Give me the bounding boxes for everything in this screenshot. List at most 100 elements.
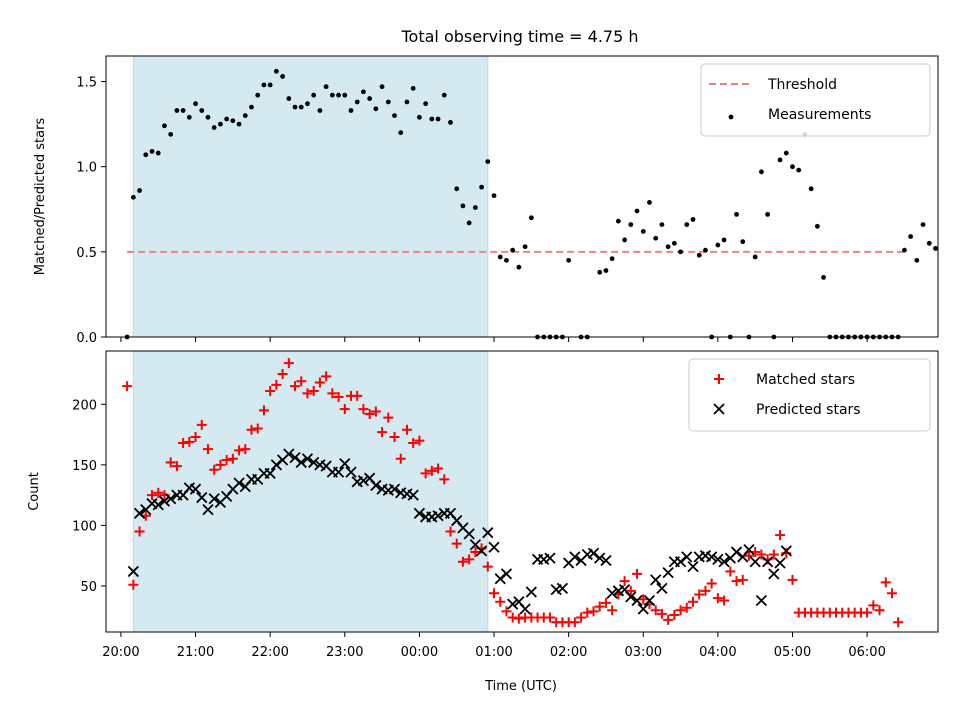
measurement-point — [367, 96, 373, 101]
predicted-point — [283, 448, 295, 460]
matched-point — [457, 556, 468, 567]
predicted-point — [768, 568, 780, 580]
measurement-point — [479, 184, 484, 190]
measurement-point — [703, 247, 708, 253]
matched-point — [433, 463, 444, 474]
measurement-point — [242, 113, 248, 119]
matched-point — [209, 464, 220, 475]
predicted-point — [761, 556, 774, 568]
matched-point — [588, 606, 599, 617]
measurement-point — [193, 101, 198, 107]
measurement-point — [205, 114, 211, 120]
matched-point — [893, 617, 904, 628]
matched-point — [190, 431, 201, 442]
matched-point — [370, 406, 381, 417]
y-tick-label: 0.5 — [76, 246, 97, 261]
predicted-point — [165, 493, 177, 505]
matched-point — [675, 605, 686, 616]
predicted-point — [525, 586, 537, 598]
predicted-point — [587, 547, 600, 559]
measurement-point — [466, 220, 472, 226]
matched-point — [202, 444, 213, 455]
measurement-point — [448, 120, 453, 125]
predicted-point — [413, 507, 426, 519]
matched-point — [364, 408, 375, 419]
matched-point — [414, 435, 425, 446]
measurement-point — [373, 106, 379, 112]
y-tick-label: 50 — [80, 580, 97, 595]
y-axis-label: Matched/Predicted stars — [33, 118, 48, 276]
matched-point — [756, 549, 767, 560]
predicted-point — [339, 458, 351, 470]
matched-point — [153, 487, 164, 498]
matched-point — [656, 608, 667, 619]
measurement-point — [628, 222, 634, 228]
matched-point — [576, 612, 587, 623]
matched-point — [265, 385, 276, 396]
measurement-point — [510, 247, 516, 253]
predicted-point — [662, 567, 674, 579]
predicted-point — [656, 582, 668, 595]
measurement-point — [155, 150, 161, 156]
matched-point — [302, 388, 313, 399]
matched-point — [787, 574, 798, 585]
matched-point — [681, 602, 692, 613]
measurement-point — [491, 193, 497, 199]
predicted-point — [295, 456, 307, 469]
matched-point — [321, 371, 332, 382]
predicted-point — [388, 483, 401, 495]
predicted-point — [133, 507, 146, 519]
predicted-point — [681, 551, 693, 563]
predicted-point — [270, 459, 283, 471]
predicted-point — [594, 552, 606, 564]
matched-point — [258, 405, 269, 416]
predicted-point — [196, 491, 208, 504]
matched-point — [171, 461, 182, 472]
predicted-point — [189, 483, 202, 495]
x-tick-label: 21:00 — [177, 645, 214, 660]
matched-point — [389, 431, 400, 442]
predicted-point — [158, 495, 171, 507]
matched-point — [178, 438, 189, 449]
measurements-series — [124, 68, 938, 340]
matched-point — [377, 427, 388, 438]
measurement-point — [671, 240, 677, 246]
measurement-point — [640, 229, 646, 234]
measurement-point — [149, 148, 155, 154]
matched-point — [290, 381, 301, 392]
measurement-point — [323, 84, 329, 90]
predicted-series — [127, 448, 792, 615]
matched-point — [401, 424, 412, 435]
matched-point — [196, 419, 207, 430]
matched-point — [669, 610, 680, 621]
matched-point — [128, 579, 139, 590]
measurement-point — [808, 186, 814, 192]
measurement-point — [740, 239, 746, 245]
matched-point — [271, 379, 282, 390]
measurement-point — [336, 92, 341, 98]
predicted-point — [127, 565, 139, 578]
measurement-point — [441, 92, 447, 98]
matched-point — [725, 566, 736, 577]
measurement-point — [379, 84, 385, 90]
predicted-point — [264, 467, 276, 479]
matched-point — [426, 465, 437, 476]
matched-point — [719, 595, 730, 606]
predicted-point — [432, 510, 444, 522]
predicted-point — [208, 493, 220, 505]
legend-label: Matched stars — [756, 372, 855, 388]
predicted-point — [730, 546, 743, 558]
predicted-point — [774, 557, 786, 569]
predicted-point — [345, 466, 357, 478]
measurement-point — [734, 211, 739, 217]
predicted-point — [755, 594, 768, 607]
measurement-point — [292, 104, 298, 110]
predicted-point — [500, 568, 513, 580]
measurement-point — [647, 200, 652, 205]
matched-point — [495, 596, 506, 607]
measurement-point — [280, 74, 285, 79]
measurement-point — [423, 101, 429, 107]
matched-point — [227, 453, 238, 464]
legend-box — [688, 358, 931, 432]
matched-point — [862, 607, 873, 618]
